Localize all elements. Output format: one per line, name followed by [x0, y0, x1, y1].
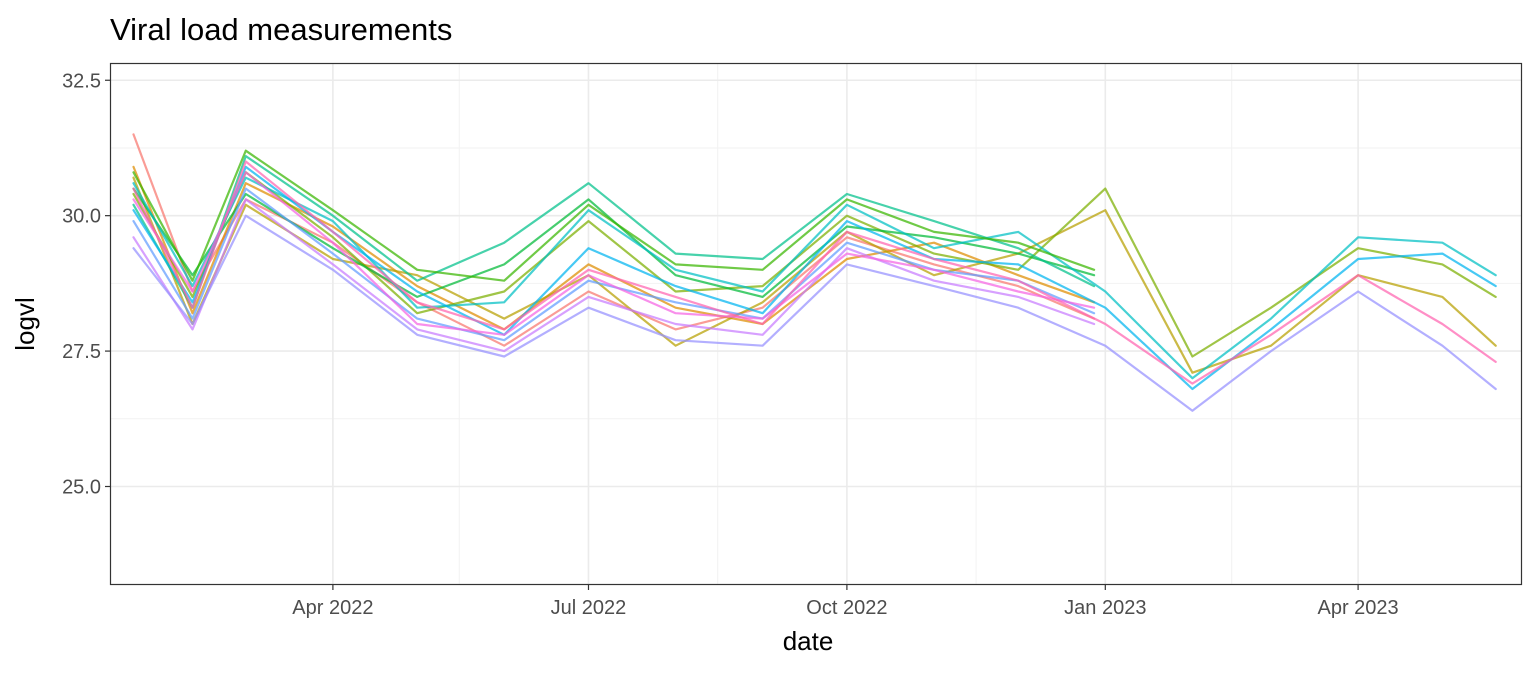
y-axis-title: logvl — [10, 297, 40, 350]
series-line-4 — [132, 171, 1497, 358]
x-axis-title: date — [783, 626, 834, 656]
series-line-11 — [132, 171, 1096, 336]
y-tick-label: 30.0 — [62, 206, 101, 228]
series-line-10 — [132, 198, 1096, 353]
x-tick-label: Apr 2022 — [292, 597, 373, 619]
series-line-5 — [132, 187, 1096, 298]
y-axis: 25.0 27.5 30.0 32.5 — [62, 70, 111, 499]
y-tick-label: 25.0 — [62, 477, 101, 499]
y-tick-label: 32.5 — [62, 70, 101, 92]
grid-lines — [111, 64, 1521, 584]
series-line-7 — [132, 176, 1497, 380]
x-tick-label: Apr 2023 — [1318, 597, 1399, 619]
x-tick-label: Oct 2022 — [806, 597, 887, 619]
x-tick-label: Jan 2023 — [1064, 597, 1146, 619]
plot-panel-border — [109, 62, 1523, 586]
series-line-14 — [132, 149, 1096, 282]
series-lines — [132, 133, 1497, 412]
chart-title: Viral load measurements — [110, 12, 452, 47]
series-line-6 — [132, 155, 1096, 309]
series-line-12 — [132, 160, 1497, 385]
series-line-2 — [132, 165, 1096, 331]
series-line-13 — [132, 214, 1497, 412]
x-axis: Apr 2022 Jul 2022 Oct 2022 Jan 2023 Apr 2023 — [292, 584, 1399, 619]
y-tick-label: 27.5 — [62, 341, 101, 363]
x-tick-label: Jul 2022 — [551, 597, 627, 619]
